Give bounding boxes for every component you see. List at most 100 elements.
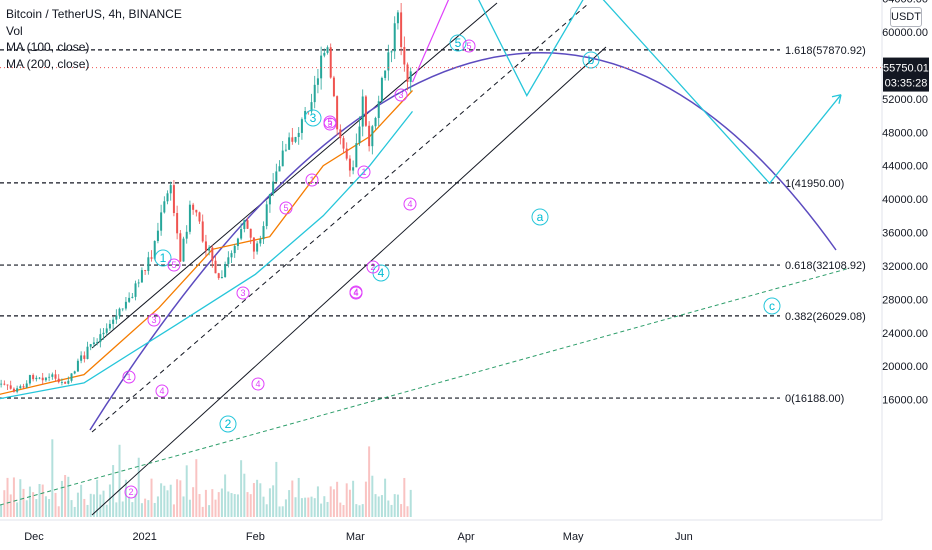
- y-tick-label: 60000.00: [882, 27, 928, 39]
- candle-body: [326, 47, 329, 53]
- volume-bar: [9, 494, 12, 517]
- volume-bar: [44, 496, 47, 517]
- candle-body: [57, 378, 60, 383]
- volume-bar: [112, 465, 115, 517]
- y-tick-label: 48000.00: [882, 127, 928, 139]
- y-tick-label: 64000.00: [882, 0, 928, 6]
- volume-bar: [227, 491, 230, 517]
- candle-body: [409, 71, 412, 82]
- volume-bar: [233, 494, 236, 517]
- volume-bar: [83, 498, 86, 517]
- volume-bar: [128, 496, 131, 517]
- candle-body: [220, 277, 223, 279]
- price-axis: 16000.00 20000.00 24000.00 28000.00 32000.00…: [0, 0, 929, 520]
- candle-body: [137, 282, 140, 284]
- volume-bar: [403, 477, 406, 517]
- volume-bar: [156, 496, 159, 517]
- candle-body: [19, 386, 22, 389]
- volume-bar: [115, 502, 118, 517]
- volume-bar: [35, 499, 38, 517]
- ma100-line: [0, 90, 413, 395]
- volume-bar: [217, 492, 220, 517]
- ma200-line: [0, 110, 414, 400]
- currency-button[interactable]: USDT: [890, 7, 922, 27]
- candle-body: [387, 52, 390, 71]
- volume-bar: [28, 486, 31, 517]
- subwave-label: 2: [370, 262, 375, 272]
- subwave-label-circle: [155, 384, 169, 398]
- volume-bar: [259, 483, 262, 517]
- volume-bar: [198, 494, 201, 517]
- subwave-label: 4: [159, 386, 164, 396]
- candle-body: [41, 377, 44, 381]
- candle-body: [9, 385, 12, 389]
- volume-bar: [131, 502, 134, 517]
- volume-bar: [134, 493, 137, 517]
- candle-body: [185, 231, 188, 239]
- volume-bar: [3, 490, 6, 517]
- volume-bar: [339, 502, 342, 517]
- candle-body: [44, 377, 47, 381]
- subwave-label-circle: [147, 313, 161, 327]
- candle-body: [371, 126, 374, 147]
- legend-volume[interactable]: Vol: [6, 23, 23, 38]
- subwave-label-circle: [357, 165, 371, 179]
- x-tick-label: May: [563, 531, 584, 543]
- volume-bar: [0, 504, 3, 517]
- volume-bar: [22, 488, 25, 517]
- candle-body: [32, 375, 35, 380]
- candle-body: [364, 96, 367, 126]
- subwave-label: 3: [151, 315, 156, 325]
- volume-bar: [288, 490, 291, 517]
- fib-label: 1.618(57870.92): [785, 45, 866, 57]
- candle-body: [393, 23, 396, 52]
- candle-body: [28, 375, 31, 384]
- candle-body: [83, 355, 86, 359]
- candle-body: [300, 119, 303, 133]
- volume-bar: [12, 477, 15, 517]
- candle-body: [35, 377, 38, 380]
- volume-bar: [400, 504, 403, 517]
- candle-body: [252, 237, 255, 252]
- candle-body: [320, 55, 323, 79]
- volume-bar: [291, 480, 294, 517]
- volume-bar: [297, 477, 300, 517]
- candle-body: [380, 77, 383, 102]
- volume-bar: [304, 497, 307, 517]
- volume-bar: [310, 496, 313, 517]
- candle-body: [345, 148, 348, 159]
- volume-bar: [105, 504, 108, 517]
- legend-symbol[interactable]: Bitcoin / TetherUS, 4h, BINANCE: [6, 7, 182, 21]
- volume-bar: [272, 485, 275, 517]
- candle-body: [166, 193, 169, 202]
- volume-bar: [361, 504, 364, 517]
- volume-bar: [124, 479, 127, 517]
- volume-bar: [96, 479, 99, 517]
- candle-body: [294, 137, 297, 142]
- candle-body: [368, 125, 371, 147]
- volume-bar: [224, 474, 227, 517]
- volume-bar: [240, 460, 243, 517]
- subwave-label: 5: [171, 260, 176, 270]
- y-tick-label: 44000.00: [882, 161, 928, 173]
- fib-label: 0.618(32108.92): [785, 260, 866, 272]
- subwave-label-circle: [279, 201, 293, 215]
- candle-body: [105, 328, 108, 333]
- legend-ma100[interactable]: MA (100, close): [6, 40, 90, 54]
- candle-body: [249, 228, 252, 238]
- y-tick-label: 20000.00: [882, 361, 928, 373]
- wave-label-circle: [582, 51, 600, 69]
- y-tick-label: 32000.00: [882, 261, 928, 273]
- subwave-label: 2: [128, 487, 133, 497]
- legend-ma200[interactable]: MA (200, close): [6, 56, 90, 71]
- projection-abc-path: [478, 0, 842, 185]
- y-tick-label: 16000.00: [882, 395, 928, 407]
- candle-body: [48, 376, 51, 378]
- volume-bar: [188, 499, 191, 517]
- candle-body: [134, 283, 137, 297]
- wave-label-circle: [763, 297, 781, 315]
- candle-body: [230, 253, 233, 258]
- volume-bar: [80, 484, 83, 517]
